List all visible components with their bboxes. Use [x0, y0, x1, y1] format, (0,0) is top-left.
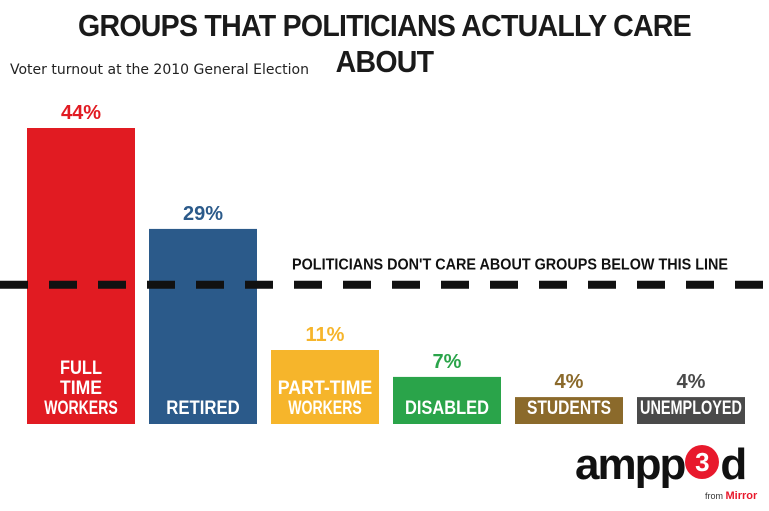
category-label-4-0: STUDENTS: [527, 398, 611, 419]
bar-3: [393, 376, 501, 424]
category-label-2-1: WORKERS: [288, 398, 362, 419]
data-label-2: 11%: [306, 324, 345, 346]
category-label-0-2: WORKERS: [44, 398, 118, 419]
amppd-logo: ampp 3 d: [575, 440, 747, 489]
category-label-3-0: DISABLED: [405, 398, 489, 419]
bar-0: [27, 128, 135, 424]
data-label-5: 4%: [677, 371, 706, 393]
chart-title: GROUPS THAT POLITICIANS ACTUALLY CARE AB…: [78, 8, 692, 79]
logo-from-mirror: from Mirror: [705, 490, 758, 502]
category-label-5-0: UNEMPLOYED: [640, 398, 742, 419]
category-label-2-0: PART-TIME: [278, 378, 373, 399]
category-label-0-1: TIME: [60, 378, 102, 399]
category-label-0-0: FULL: [60, 358, 102, 379]
chart-subtitle: Voter turnout at the 2010 General Electi…: [10, 62, 309, 78]
bar-1: [149, 228, 257, 424]
bar-2: [271, 350, 379, 424]
bar-4: [515, 397, 623, 424]
data-label-4: 4%: [555, 371, 584, 393]
threshold-label: POLITICIANS DON'T CARE ABOUT GROUPS BELO…: [292, 257, 728, 274]
bar-5: [637, 397, 745, 424]
category-label-1-0: RETIRED: [166, 398, 240, 419]
data-label-3: 7%: [433, 351, 462, 373]
data-label-0: 44%: [61, 102, 101, 124]
data-label-1: 29%: [183, 203, 223, 225]
